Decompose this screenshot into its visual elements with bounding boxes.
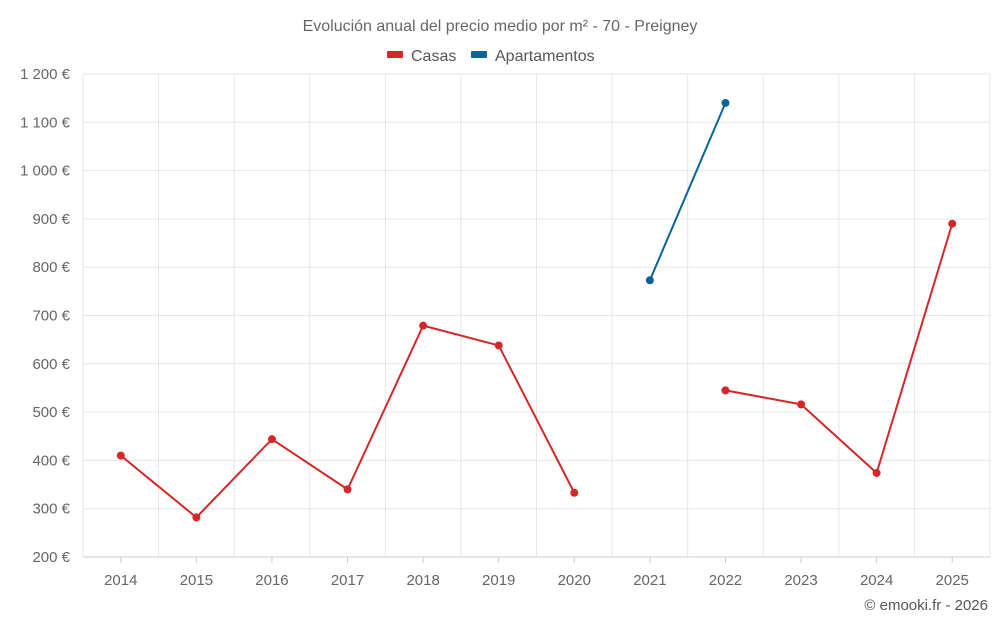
y-tick-label: 200 € [32,549,70,566]
data-point-apartamentos[interactable] [721,98,730,107]
y-tick-label: 300 € [32,501,70,518]
x-tick-label: 2016 [255,572,288,589]
x-tick-label: 2018 [406,572,439,589]
x-tick-label: 2019 [482,572,515,589]
legend-label-apartamentos: Apartamentos [495,48,595,65]
data-point-casas[interactable] [797,400,806,409]
x-tick-label: 2020 [558,572,591,589]
y-tick-label: 1 000 € [20,163,71,180]
series-layer [116,98,957,522]
y-tick-label: 1 200 € [20,66,71,83]
y-tick-label: 1 100 € [20,114,71,131]
data-point-casas[interactable] [872,468,881,477]
data-point-casas[interactable] [494,341,503,350]
series-line-apartamentos [648,102,727,281]
data-point-casas[interactable] [419,321,428,330]
y-tick-label: 800 € [32,259,70,276]
x-tick-label: 2024 [860,572,893,589]
x-tick-label: 2023 [784,572,817,589]
data-point-casas[interactable] [343,485,352,494]
legend-item-apartamentos[interactable]: Apartamentos [471,48,595,65]
y-tick-label: 600 € [32,356,70,373]
legend-swatch-apartamentos [471,51,487,58]
chart-title: Evolución anual del precio medio por m² … [303,18,698,35]
series-casas [116,219,957,522]
series-line-casas [725,223,954,474]
y-tick-label: 500 € [32,404,70,421]
x-tick-label: 2015 [180,572,213,589]
y-tick-label: 700 € [32,308,70,325]
x-tick-label: 2025 [936,572,969,589]
data-point-apartamentos[interactable] [645,276,654,285]
series-apartamentos [645,98,730,285]
legend: Casas Apartamentos [387,48,595,65]
y-axis: 200 € 300 € 400 € 500 € 600 € 700 € 800 € 900 €… [20,66,71,566]
x-axis: 2014 2015 2016 2017 2018 2019 2020 2021 2022 2023… [83,556,990,589]
data-point-casas[interactable] [192,513,201,522]
data-point-casas[interactable] [721,386,730,395]
grid [82,73,991,557]
data-point-casas[interactable] [570,488,579,497]
data-point-casas[interactable] [267,435,276,444]
x-tick-label: 2021 [633,572,666,589]
x-tick-label: 2022 [709,572,742,589]
data-point-casas[interactable] [116,451,125,460]
y-tick-label: 400 € [32,452,70,469]
y-tick-label: 900 € [32,211,70,228]
x-tick-label: 2014 [104,572,137,589]
legend-item-casas[interactable]: Casas [387,48,456,65]
credit-text: © emooki.fr - 2026 [864,597,988,614]
data-point-casas[interactable] [948,219,957,228]
x-tick-label: 2017 [331,572,364,589]
legend-label-casas: Casas [411,48,456,65]
legend-swatch-casas [387,51,403,58]
